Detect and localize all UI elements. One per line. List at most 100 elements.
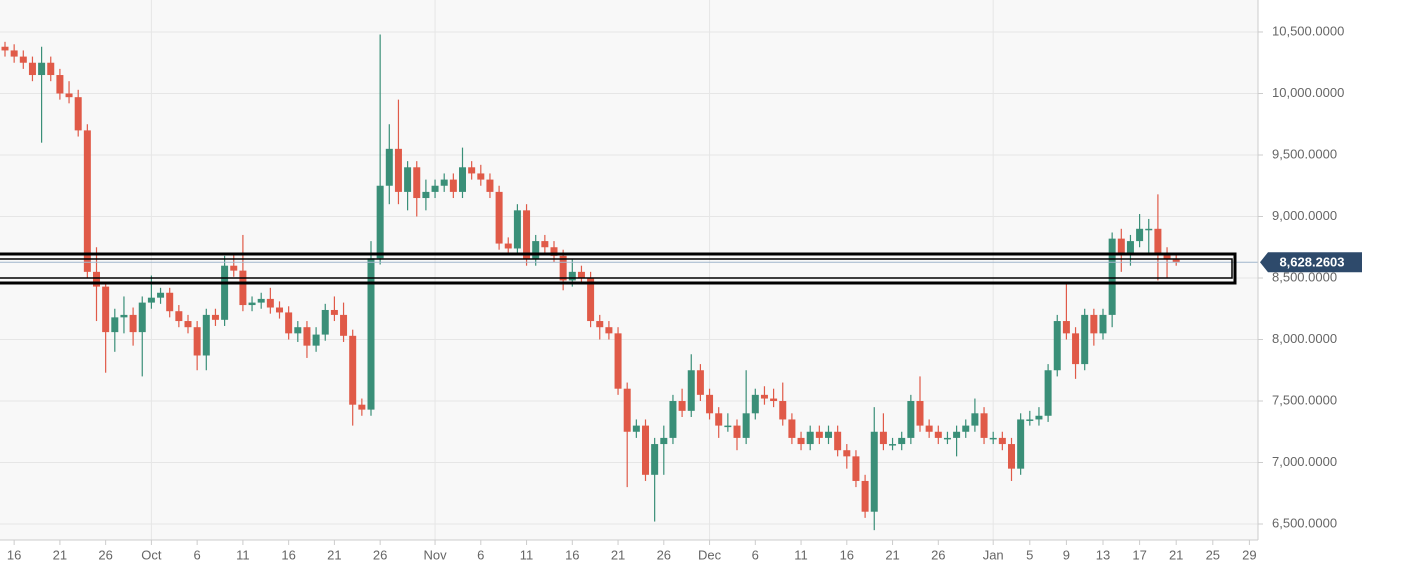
x-tick-label: 16 <box>7 547 21 562</box>
candle-body <box>1044 370 1052 416</box>
candle-body <box>696 370 704 395</box>
x-tick-label: 25 <box>1206 547 1220 562</box>
y-tick-label: 6,500.0000 <box>1272 515 1337 530</box>
candle-body <box>925 425 933 432</box>
candle-body <box>93 271 100 287</box>
candle-body <box>477 173 485 180</box>
candle-body <box>642 425 649 475</box>
candle-body <box>962 425 970 432</box>
candle-body <box>1154 228 1162 254</box>
axes: 6,500.0000 7,000.0000 7,500.0000 8,000.0000… <box>7 23 1362 562</box>
candle-body <box>266 298 274 308</box>
y-tick-label: 8,000.0000 <box>1272 331 1337 346</box>
x-tick-label: 11 <box>520 547 534 562</box>
candle-body <box>1163 253 1171 260</box>
x-tick-label: 16 <box>565 547 579 562</box>
candle-body <box>358 404 366 410</box>
candle-body <box>257 298 265 303</box>
candle-body <box>934 431 942 438</box>
candle-body <box>74 97 82 131</box>
candle-body <box>102 286 110 333</box>
candle-body <box>907 401 915 438</box>
candle-body <box>65 93 73 98</box>
candle-body <box>980 413 988 438</box>
x-tick-label: 21 <box>885 547 899 562</box>
x-tick-label: 21 <box>1169 547 1183 562</box>
candle-body <box>632 425 640 432</box>
candle-body <box>559 255 567 281</box>
x-tick-label: 6 <box>752 547 759 562</box>
candle-body <box>440 179 448 186</box>
candle-body <box>312 334 320 346</box>
x-tick-label: 11 <box>236 547 250 562</box>
candle-body <box>111 317 119 333</box>
candle-body <box>367 258 375 410</box>
candle-body <box>202 314 210 356</box>
candle-body <box>577 271 585 278</box>
y-tick-label: 7,000.0000 <box>1272 454 1337 469</box>
candle-body <box>815 431 823 438</box>
candle-body <box>889 444 897 446</box>
y-tick-label: 10,000.0000 <box>1272 85 1344 100</box>
candle-body <box>28 62 36 76</box>
drawn-zone-outer <box>0 252 1237 285</box>
candle-body <box>971 413 979 426</box>
x-tick-label: 5 <box>1026 547 1033 562</box>
x-tick-label: 26 <box>931 547 945 562</box>
x-tick-label: 6 <box>194 547 201 562</box>
candle-body <box>605 327 613 334</box>
y-tick-label: 9,000.0000 <box>1272 208 1337 223</box>
x-tick-label: 16 <box>840 547 854 562</box>
y-tick-label: 8,500.0000 <box>1272 269 1337 284</box>
candle-body <box>879 431 887 445</box>
x-tick-label: 6 <box>477 547 484 562</box>
candle-body <box>989 437 997 440</box>
candle-body <box>184 321 192 328</box>
candle-body <box>10 50 18 57</box>
candle-body <box>211 314 219 320</box>
candle-body <box>404 167 412 192</box>
candle-body <box>596 321 604 328</box>
candle-body <box>898 437 906 445</box>
candle-body <box>83 130 91 272</box>
drawn-zone-inner <box>0 258 1233 279</box>
x-tick-label: 17 <box>1132 547 1146 562</box>
candle-body <box>678 401 686 411</box>
last-price-label: 8,628.2603 <box>1279 255 1344 270</box>
candle-body <box>825 431 832 438</box>
candle-body <box>788 419 796 438</box>
x-tick-label: Nov <box>423 547 447 562</box>
candle-body <box>166 292 174 312</box>
candle-body <box>852 456 860 481</box>
candle-body <box>248 302 256 306</box>
plot-background <box>0 0 1258 540</box>
candle-body <box>276 307 283 313</box>
candle-body <box>513 210 521 249</box>
x-tick-label: 26 <box>373 547 387 562</box>
candle-body <box>550 247 558 256</box>
candle-body <box>349 335 357 405</box>
candle-body <box>1136 228 1144 242</box>
candle-body <box>495 191 503 244</box>
x-tick-label: 21 <box>53 547 67 562</box>
candle-body <box>230 265 238 271</box>
candle-body <box>797 437 805 445</box>
candle-body <box>47 62 55 76</box>
x-tick-label: Jan <box>983 547 1004 562</box>
candle-body <box>724 425 732 428</box>
candle-body <box>760 394 768 399</box>
candles <box>0 34 1258 531</box>
candle-body <box>486 179 494 192</box>
candle-body <box>1108 238 1116 315</box>
candle-body <box>221 265 229 320</box>
candle-body <box>413 167 421 199</box>
candle-body <box>751 394 759 414</box>
y-tick-label: 9,500.0000 <box>1272 146 1337 161</box>
candle-body <box>623 388 631 432</box>
candle-body <box>38 62 46 76</box>
candle-body <box>1145 228 1153 231</box>
candle-body <box>431 185 439 192</box>
candle-body <box>834 431 842 451</box>
candle-body <box>19 56 27 63</box>
